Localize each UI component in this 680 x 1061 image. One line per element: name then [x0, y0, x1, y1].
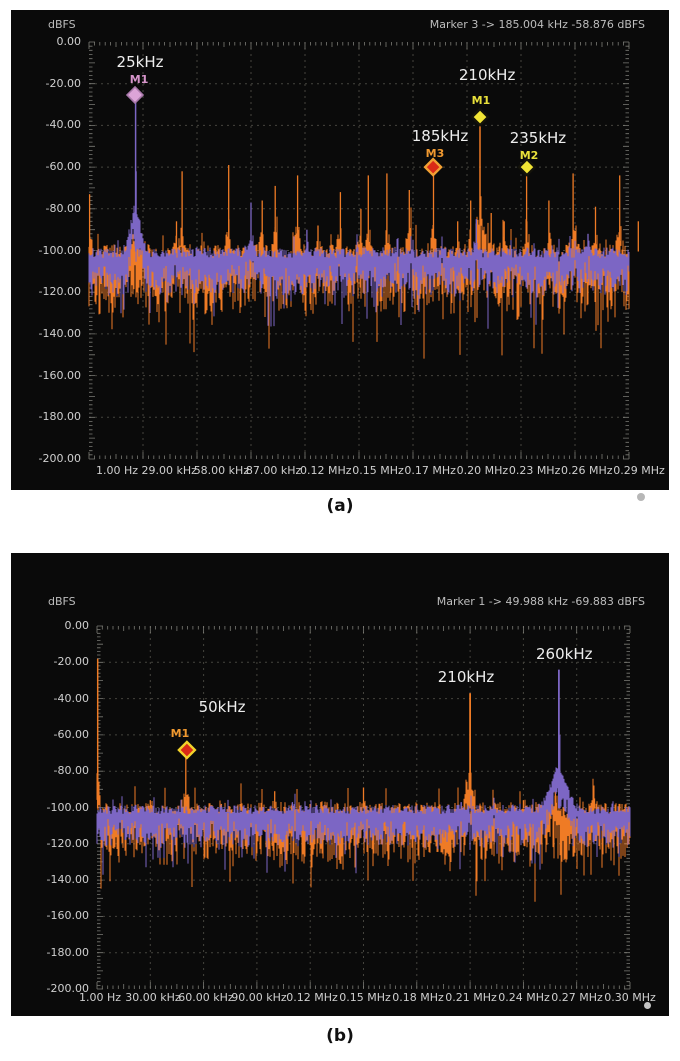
- x-tick-label: 58.00 kHz: [193, 464, 250, 477]
- x-tick-label: 0.30 MHz: [604, 991, 656, 1004]
- y-tick-label: -140.00: [46, 873, 89, 887]
- marker-id-label: M1: [472, 94, 491, 107]
- x-tick-label: 0.24 MHz: [498, 991, 550, 1004]
- y-tick-label: -140.00: [38, 326, 81, 340]
- y-tick-label: -60.00: [53, 727, 89, 741]
- x-tick-label: 0.20 MHz: [456, 464, 509, 477]
- y-tick-label: -200.00: [46, 982, 89, 995]
- y-tick-label: -200.00: [38, 452, 81, 465]
- y-tick-label: -40.00: [53, 691, 89, 705]
- marker-diamond-M1[interactable]: [470, 107, 490, 127]
- marker-id-label: M1: [171, 727, 190, 740]
- y-tick-label: -120.00: [46, 836, 89, 850]
- frequency-annotation: 260kHz: [536, 645, 593, 663]
- y-tick-label: -180.00: [46, 945, 89, 959]
- x-tick-label: 0.23 MHz: [508, 464, 561, 477]
- y-tick-label: -160.00: [46, 909, 89, 923]
- marker-readout: Marker 1 -> 49.988 kHz -69.883 dBFS: [436, 595, 645, 608]
- scroll-artifact-dot: [644, 1002, 651, 1009]
- y-tick-label: -160.00: [38, 368, 81, 382]
- y-tick-label: -40.00: [45, 118, 81, 132]
- amplitude-unit-label: dBFS: [48, 595, 76, 608]
- y-tick-label: -180.00: [38, 410, 81, 424]
- x-tick-label: 0.15 MHz: [352, 464, 404, 477]
- noise-floor-trace-purple: [96, 767, 631, 875]
- x-tick-label: 0.15 MHz: [339, 991, 391, 1004]
- noise-floor-trace-purple: [88, 205, 630, 329]
- subfigure-label-a: (a): [326, 496, 354, 516]
- spectrum-analyzer-panel-a: M1 25kHz M1 210kHz M3 185kHz M2 235kHz dBFS Mar…: [11, 10, 669, 490]
- y-tick-label: -100.00: [38, 243, 81, 257]
- x-tick-label: 0.27 MHz: [551, 991, 603, 1004]
- x-tick-label: 29.00 kHz: [141, 464, 197, 477]
- marker-id-label: M1: [130, 73, 149, 86]
- axis-ruler-ticks: [96, 625, 631, 990]
- x-tick-label: 0.18 MHz: [392, 991, 444, 1004]
- x-tick-label: 0.17 MHz: [404, 464, 456, 477]
- y-tick-label: -100.00: [46, 800, 89, 814]
- x-tick-label: 0.29 MHz: [613, 464, 665, 477]
- y-tick-label: -80.00: [45, 201, 81, 215]
- y-tick-label: -60.00: [45, 160, 81, 174]
- marker-id-label: M2: [520, 149, 539, 162]
- marker-diamond-M2[interactable]: [517, 157, 537, 177]
- marker-frequency-label: 50kHz: [199, 698, 246, 716]
- x-tick-label: 1.00 Hz: [95, 464, 139, 477]
- marker-readout: Marker 3 -> 185.004 kHz -58.876 dBFS: [429, 18, 645, 31]
- y-tick-label: -120.00: [38, 285, 81, 299]
- marker-frequency-label: 185kHz: [412, 127, 469, 145]
- marker-diamond-M1[interactable]: [125, 85, 145, 105]
- y-tick-label: 0.00: [56, 35, 82, 48]
- marker-frequency-label: 235kHz: [510, 129, 567, 147]
- marker-id-label: M3: [426, 147, 445, 160]
- x-tick-label: 0.26 MHz: [561, 464, 613, 477]
- amplitude-unit-label: dBFS: [48, 18, 76, 31]
- spectrum-plot-b[interactable]: M1 50kHz 210kHz 260kHz: [11, 553, 669, 1016]
- y-tick-label: 0.00: [64, 619, 90, 632]
- y-tick-label: -20.00: [45, 76, 81, 90]
- x-tick-label: 0.12 MHz: [300, 464, 352, 477]
- frequency-annotation: 210kHz: [438, 668, 495, 686]
- marker-frequency-label: 25kHz: [117, 53, 164, 71]
- y-tick-label: -20.00: [53, 655, 89, 669]
- x-tick-label: 60.00 kHz: [178, 991, 234, 1004]
- x-tick-label: 1.00 Hz: [78, 991, 122, 1004]
- marker-frequency-label: 210kHz: [459, 66, 516, 84]
- x-tick-label: 87.00 kHz: [245, 464, 302, 477]
- spectrum-plot-a[interactable]: M1 25kHz M1 210kHz M3 185kHz M2 235kHz: [11, 10, 669, 490]
- scroll-artifact-dot: [637, 493, 645, 501]
- x-tick-label: 90.00 kHz: [231, 991, 287, 1004]
- x-tick-label: 0.21 MHz: [445, 991, 497, 1004]
- x-tick-label: 30.00 kHz: [125, 991, 181, 1004]
- subfigure-label-b: (b): [326, 1026, 354, 1046]
- y-tick-label: -80.00: [53, 764, 89, 778]
- x-tick-label: 0.12 MHz: [286, 991, 338, 1004]
- marker-diamond-M3[interactable]: [423, 157, 443, 177]
- marker-diamond-M1[interactable]: [177, 740, 197, 760]
- spectrum-analyzer-panel-b: M1 50kHz 210kHz 260kHz dBFS Marker 1 -> 49.…: [11, 553, 669, 1016]
